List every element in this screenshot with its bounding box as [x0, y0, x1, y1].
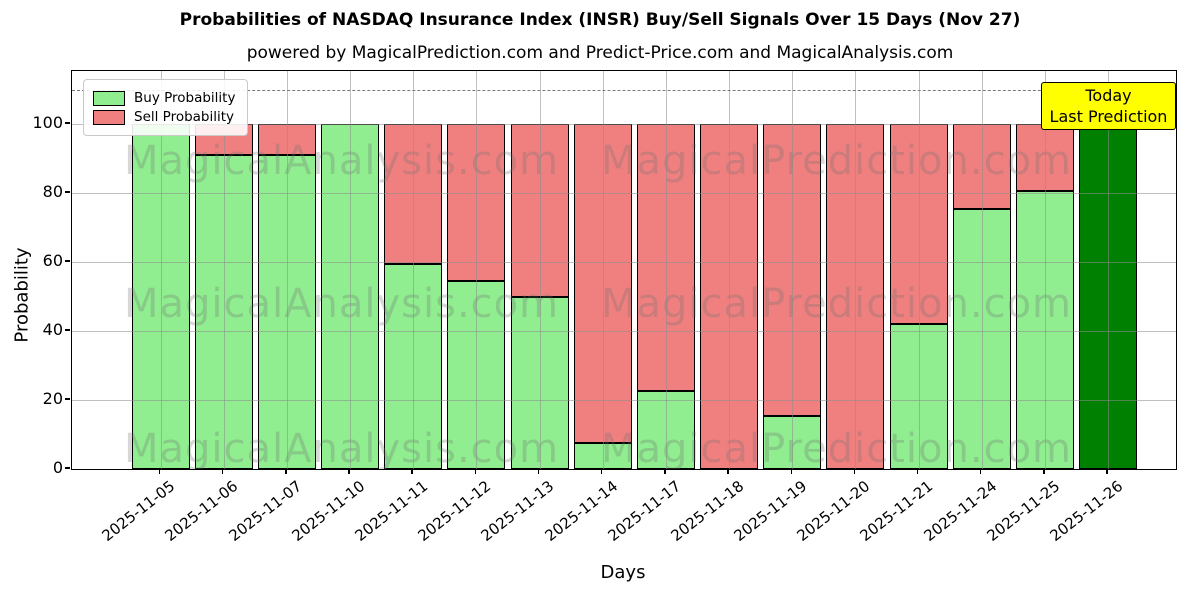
gridline-y-20	[72, 400, 1176, 402]
gridline-x-2025-11-21	[918, 71, 920, 469]
y-tick-mark-20	[65, 398, 70, 400]
x-tick-mark-2025-11-20	[853, 469, 856, 474]
y-tick-label-0: 0	[52, 458, 63, 477]
x-tick-mark-2025-11-25	[1043, 469, 1045, 474]
gridline-x-2025-11-24	[981, 71, 983, 469]
x-tick-mark-2025-11-10	[348, 469, 350, 474]
annotation-line2: Last Prediction	[1049, 107, 1168, 126]
watermark-magicalprediction-row3: MagicalPrediction.com	[601, 426, 1072, 470]
watermark-magicalprediction-row2: MagicalPrediction.com	[601, 281, 1072, 327]
legend-entry-buy: Buy Probability	[93, 90, 235, 106]
gridline-x-2025-11-13	[539, 71, 541, 469]
today-annotation-box: Today Last Prediction	[1041, 82, 1176, 130]
x-tick-mark-2025-11-14	[600, 469, 603, 474]
plot-area: Buy Probability Sell Probability Today L…	[71, 70, 1177, 470]
y-tick-mark-40	[65, 329, 70, 331]
x-tick-mark-2025-11-06	[221, 469, 224, 474]
gridline-y-60	[72, 262, 1176, 264]
x-tick-mark-2025-11-05	[158, 469, 161, 474]
threshold-dashed-line	[72, 89, 1176, 91]
gridline-x-2025-11-25	[1044, 71, 1046, 469]
gridline-x-2025-11-18	[729, 71, 731, 469]
gridline-x-2025-11-19	[792, 71, 794, 469]
gridline-y-80	[72, 193, 1176, 195]
y-tick-mark-60	[65, 260, 70, 262]
gridline-y-100	[72, 124, 1176, 126]
x-tick-mark-2025-11-18	[727, 469, 729, 474]
watermark-magicalprediction-row1: MagicalPrediction.com	[601, 138, 1072, 184]
gridline-x-2025-11-14	[602, 71, 604, 469]
x-axis-title: Days	[600, 562, 646, 583]
y-tick-label-100: 100	[32, 113, 63, 133]
gridline-x-2025-11-26	[1108, 71, 1110, 469]
gridline-x-2025-11-05	[160, 71, 162, 469]
x-tick-mark-2025-11-11	[411, 469, 413, 474]
annotation-line1: Today	[1085, 86, 1132, 105]
chart-title: Probabilities of NASDAQ Insurance Index …	[179, 10, 1021, 30]
gridline-x-2025-11-12	[476, 71, 478, 469]
x-tick-mark-2025-11-24	[980, 469, 982, 474]
gridline-x-2025-11-17	[665, 71, 667, 469]
gridline-x-2025-11-10	[350, 71, 351, 469]
x-tick-mark-2025-11-13	[537, 469, 540, 474]
y-tick-label-60: 60	[42, 251, 63, 271]
x-tick-mark-2025-11-17	[664, 469, 666, 474]
y-tick-label-80: 80	[42, 182, 63, 202]
x-tick-mark-2025-11-19	[790, 469, 792, 474]
watermark-magicalanalysis-row1: MagicalAnalysis.com	[124, 138, 560, 184]
x-tick-mark-2025-11-26	[1106, 469, 1108, 474]
gridline-y-40	[72, 331, 1176, 333]
x-tick-mark-2025-11-12	[474, 469, 477, 474]
sell-color-swatch	[93, 109, 125, 125]
chart-subtitle: powered by MagicalPrediction.com and Pre…	[246, 43, 954, 63]
y-tick-mark-80	[65, 191, 70, 193]
gridline-x-2025-11-20	[855, 71, 857, 469]
y-tick-mark-0	[65, 467, 70, 469]
gridline-x-2025-11-11	[413, 71, 415, 469]
gridline-x-2025-11-07	[286, 71, 288, 469]
legend: Buy Probability Sell Probability	[83, 79, 249, 136]
legend-label-sell: Sell Probability	[134, 109, 235, 125]
watermark-magicalanalysis-row2: MagicalAnalysis.com	[124, 281, 560, 327]
x-tick-mark-2025-11-21	[916, 469, 919, 474]
y-tick-mark-100	[65, 122, 70, 124]
watermark-magicalanalysis-row3: MagicalAnalysis.com	[124, 426, 560, 470]
legend-entry-sell: Sell Probability	[93, 109, 235, 125]
y-tick-label-20: 20	[42, 389, 63, 409]
gridline-x-2025-11-06	[223, 71, 225, 469]
legend-label-buy: Buy Probability	[134, 90, 236, 106]
y-tick-label-40: 40	[42, 320, 63, 340]
x-tick-mark-2025-11-07	[285, 469, 287, 474]
buy-color-swatch	[93, 90, 125, 106]
